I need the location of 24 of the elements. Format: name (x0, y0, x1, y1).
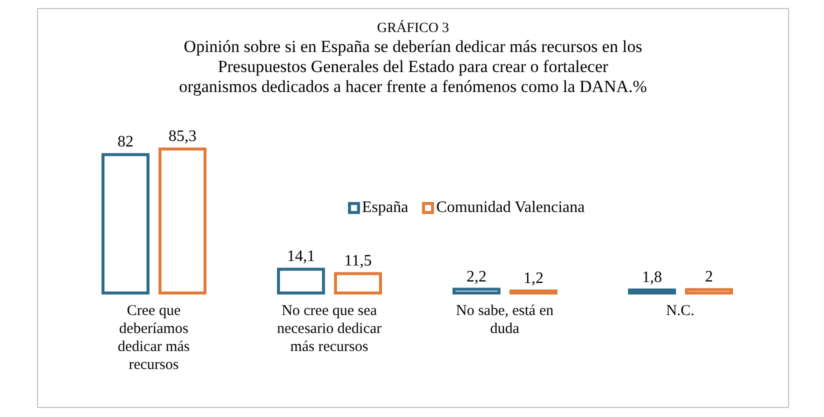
bar (158, 148, 206, 294)
data-label: 2 (705, 268, 713, 286)
data-label: 82 (118, 134, 134, 151)
data-label: 1,2 (524, 270, 544, 287)
legend-label: España (361, 199, 408, 217)
bar (685, 288, 733, 294)
bar (277, 268, 325, 294)
data-label: 14,1 (287, 248, 315, 266)
bar (102, 153, 150, 294)
chart-subtitle: Opinión sobre si en España se deberían dedicar más recursos en los Presupuestos Generales del Estado para crear o fortalecer organismos dedicados a hacer frente a fenómenos como la DANA.% (178, 37, 648, 97)
x-tick-label: N.C. (666, 303, 694, 319)
bar (334, 272, 382, 294)
data-label: 11,5 (344, 252, 372, 270)
x-tick-label: Cree que deberíamos dedicar más recursos (118, 303, 190, 373)
x-tick-label: No cree que sea necesario dedicar más recursos (276, 303, 382, 355)
legend-label: Comunidad Valenciana (435, 199, 585, 217)
data-label: 1,8 (642, 268, 662, 286)
data-label: 2,2 (466, 268, 486, 286)
bar (628, 288, 676, 294)
data-label: 85,3 (168, 128, 196, 145)
bar (452, 288, 500, 294)
x-tick-label: No sabe, está en duda (456, 303, 554, 337)
bar (510, 289, 558, 294)
chart-title: GRÁFICO 3 (376, 21, 450, 37)
